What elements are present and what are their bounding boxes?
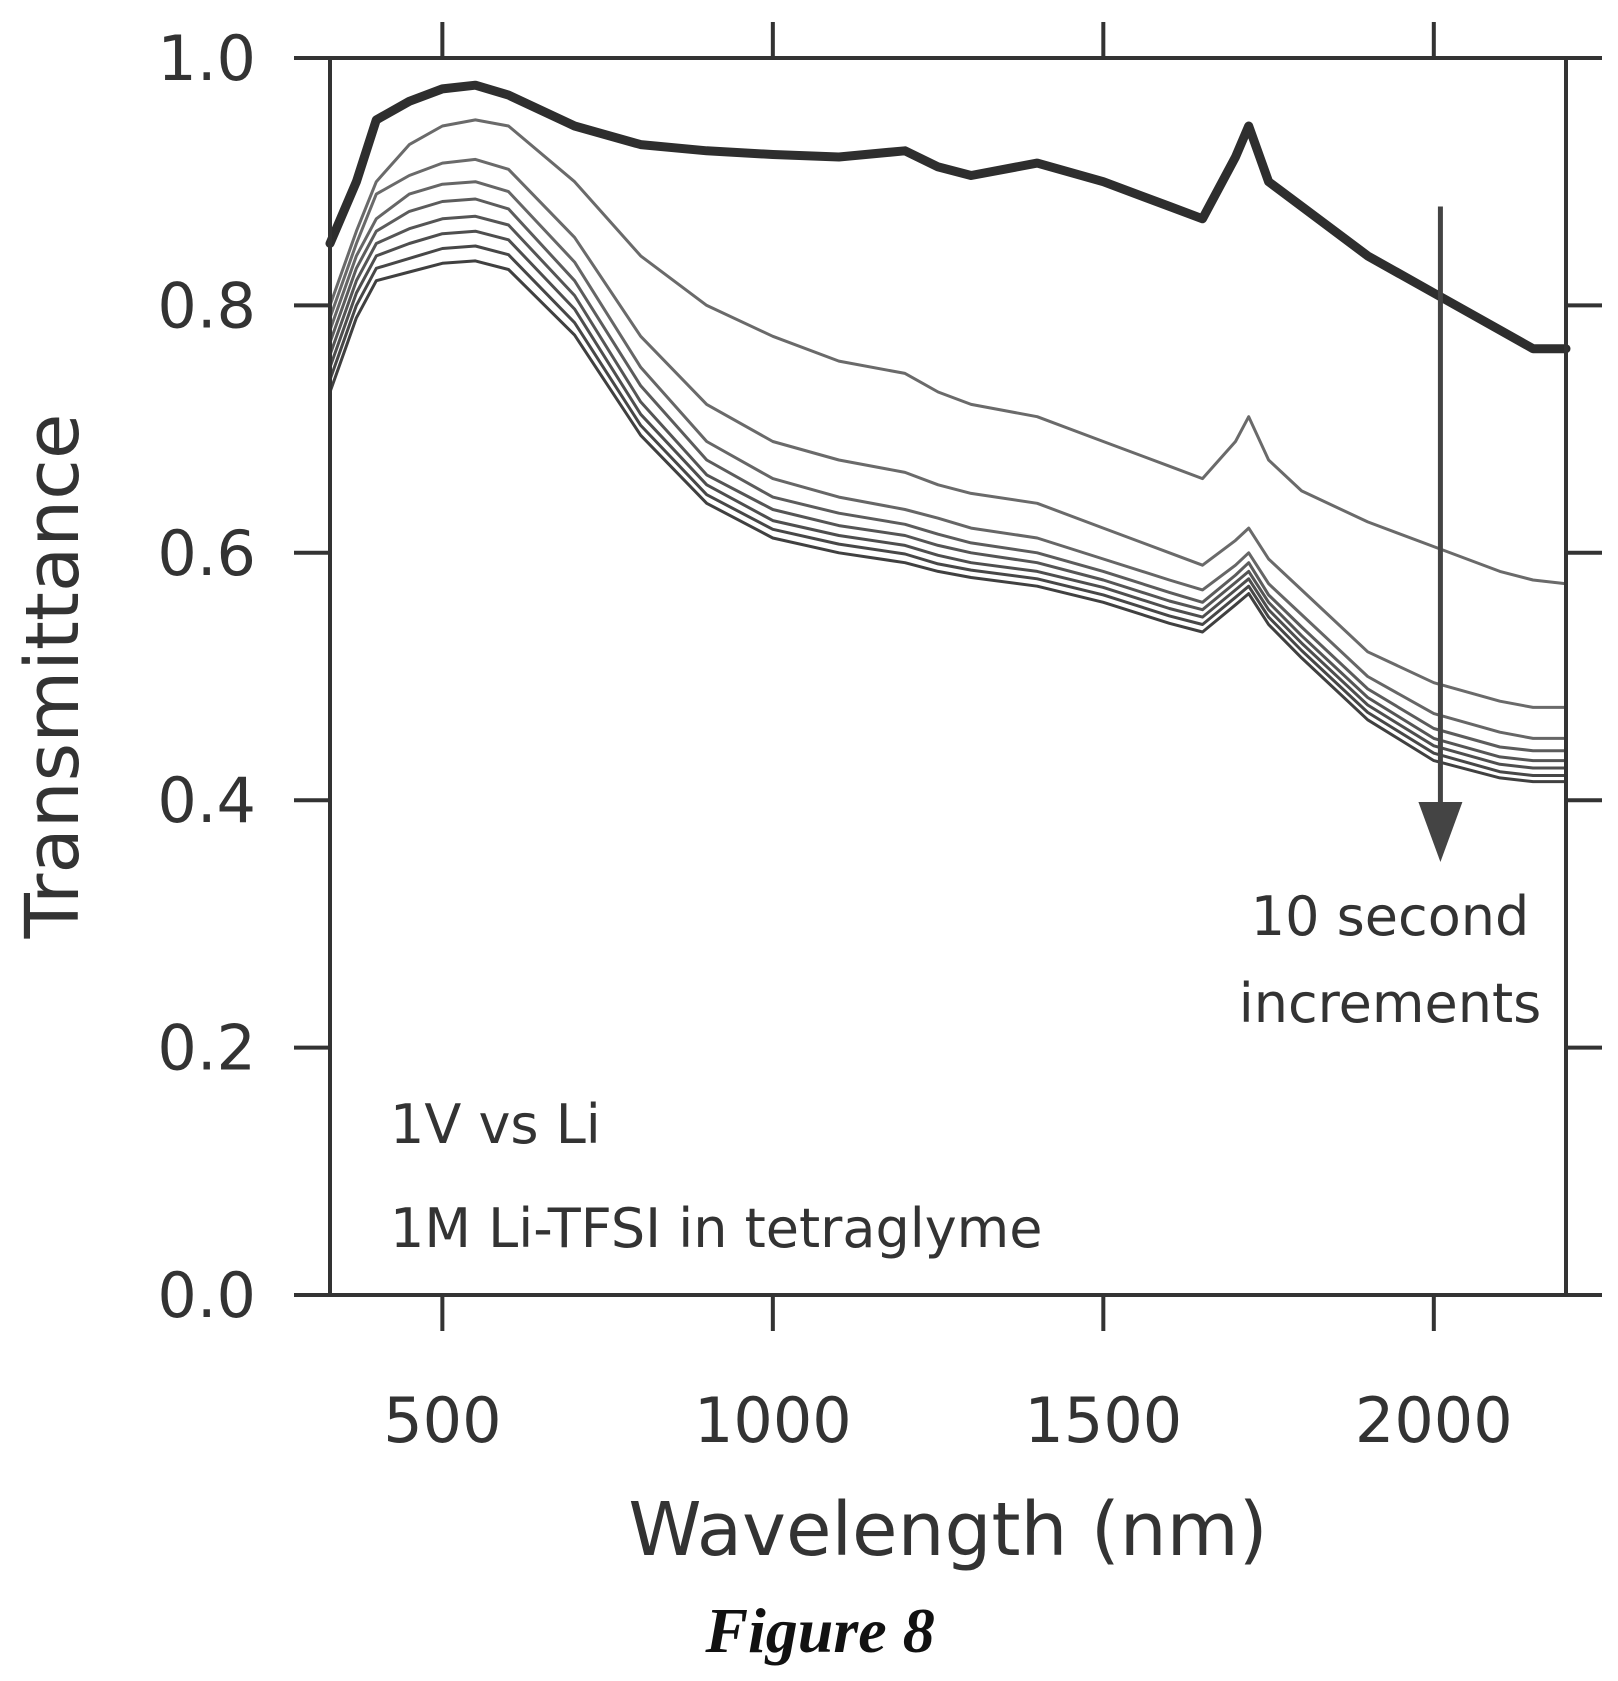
condition-annotation-line2: 1M Li-TFSI in tetraglyme xyxy=(390,1197,1043,1260)
series-line-8 xyxy=(328,244,1568,777)
series-line-3 xyxy=(328,157,1568,709)
plot-frame xyxy=(328,56,1568,1297)
series-line-1 xyxy=(325,80,1571,354)
series-line-2 xyxy=(328,118,1568,586)
arrow-annotation-line2: increments xyxy=(1239,972,1542,1035)
arrow-annotation-line1: 10 second xyxy=(1251,885,1529,948)
y-axis-title: Transmittance xyxy=(10,414,96,940)
figure-caption: Figure 8 xyxy=(704,1595,934,1666)
series-line-7 xyxy=(328,229,1568,770)
condition-annotation-line1: 1V vs Li xyxy=(390,1093,601,1156)
x-tick-label: 500 xyxy=(383,1384,501,1457)
x-axis: 500 1000 1500 2000 xyxy=(383,22,1513,1457)
x-tick-label: 1500 xyxy=(1024,1384,1182,1457)
series-line-9 xyxy=(328,259,1568,784)
x-tick-label: 1000 xyxy=(694,1384,852,1457)
y-tick-label: 0.2 xyxy=(157,1012,256,1085)
series-line-5 xyxy=(328,197,1568,753)
y-tick-label: 0.4 xyxy=(157,764,256,837)
arrow-head xyxy=(1418,802,1463,863)
series-line-6 xyxy=(328,214,1568,763)
y-tick-label: 0.8 xyxy=(157,269,256,342)
x-axis-title: Wavelength (nm) xyxy=(628,1487,1267,1573)
y-axis: 0.0 0.2 0.4 0.6 0.8 1.0 xyxy=(157,22,1602,1332)
y-tick-label: 0.0 xyxy=(157,1259,256,1332)
y-tick-label: 1.0 xyxy=(157,22,256,95)
increment-arrow xyxy=(1418,206,1463,863)
y-tick-label: 0.6 xyxy=(157,517,256,590)
x-tick-label: 2000 xyxy=(1355,1384,1513,1457)
series-line-4 xyxy=(328,180,1568,740)
series-layer xyxy=(325,80,1571,784)
